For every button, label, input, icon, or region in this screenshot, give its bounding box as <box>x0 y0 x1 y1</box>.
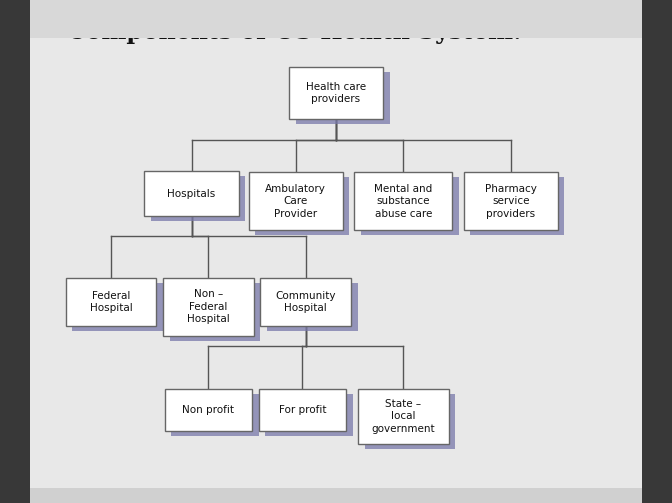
Text: Federal
Hospital: Federal Hospital <box>89 291 132 313</box>
FancyBboxPatch shape <box>151 176 245 221</box>
Text: Health care
providers: Health care providers <box>306 82 366 104</box>
FancyBboxPatch shape <box>261 278 351 326</box>
FancyBboxPatch shape <box>171 394 259 437</box>
Bar <box>30 488 642 503</box>
FancyBboxPatch shape <box>144 171 239 216</box>
FancyBboxPatch shape <box>259 389 346 432</box>
FancyBboxPatch shape <box>163 278 254 336</box>
FancyBboxPatch shape <box>296 72 390 125</box>
Text: Ambulatory
Care
Provider: Ambulatory Care Provider <box>265 184 326 219</box>
FancyBboxPatch shape <box>265 394 353 437</box>
Bar <box>0 0 30 503</box>
Text: State –
local
government: State – local government <box>372 399 435 434</box>
FancyBboxPatch shape <box>267 283 358 331</box>
FancyBboxPatch shape <box>364 394 455 449</box>
FancyBboxPatch shape <box>169 283 261 341</box>
Text: Components of US Health System:: Components of US Health System: <box>67 20 522 44</box>
Text: Hospitals: Hospitals <box>167 189 216 199</box>
FancyBboxPatch shape <box>358 389 449 444</box>
Bar <box>30 0 642 38</box>
FancyBboxPatch shape <box>470 178 564 235</box>
FancyBboxPatch shape <box>354 173 452 230</box>
FancyBboxPatch shape <box>72 283 163 331</box>
FancyBboxPatch shape <box>289 67 383 120</box>
FancyBboxPatch shape <box>165 389 252 432</box>
Text: Non –
Federal
Hospital: Non – Federal Hospital <box>187 289 230 324</box>
Text: Mental and
substance
abuse care: Mental and substance abuse care <box>374 184 432 219</box>
Text: Non profit: Non profit <box>182 405 235 415</box>
Text: Pharmacy
service
providers: Pharmacy service providers <box>485 184 537 219</box>
FancyBboxPatch shape <box>362 178 458 235</box>
FancyBboxPatch shape <box>65 278 156 326</box>
Text: Community
Hospital: Community Hospital <box>276 291 336 313</box>
Text: For profit: For profit <box>279 405 326 415</box>
FancyBboxPatch shape <box>464 173 558 230</box>
Bar <box>642 0 672 503</box>
FancyBboxPatch shape <box>249 173 343 230</box>
FancyBboxPatch shape <box>255 178 349 235</box>
